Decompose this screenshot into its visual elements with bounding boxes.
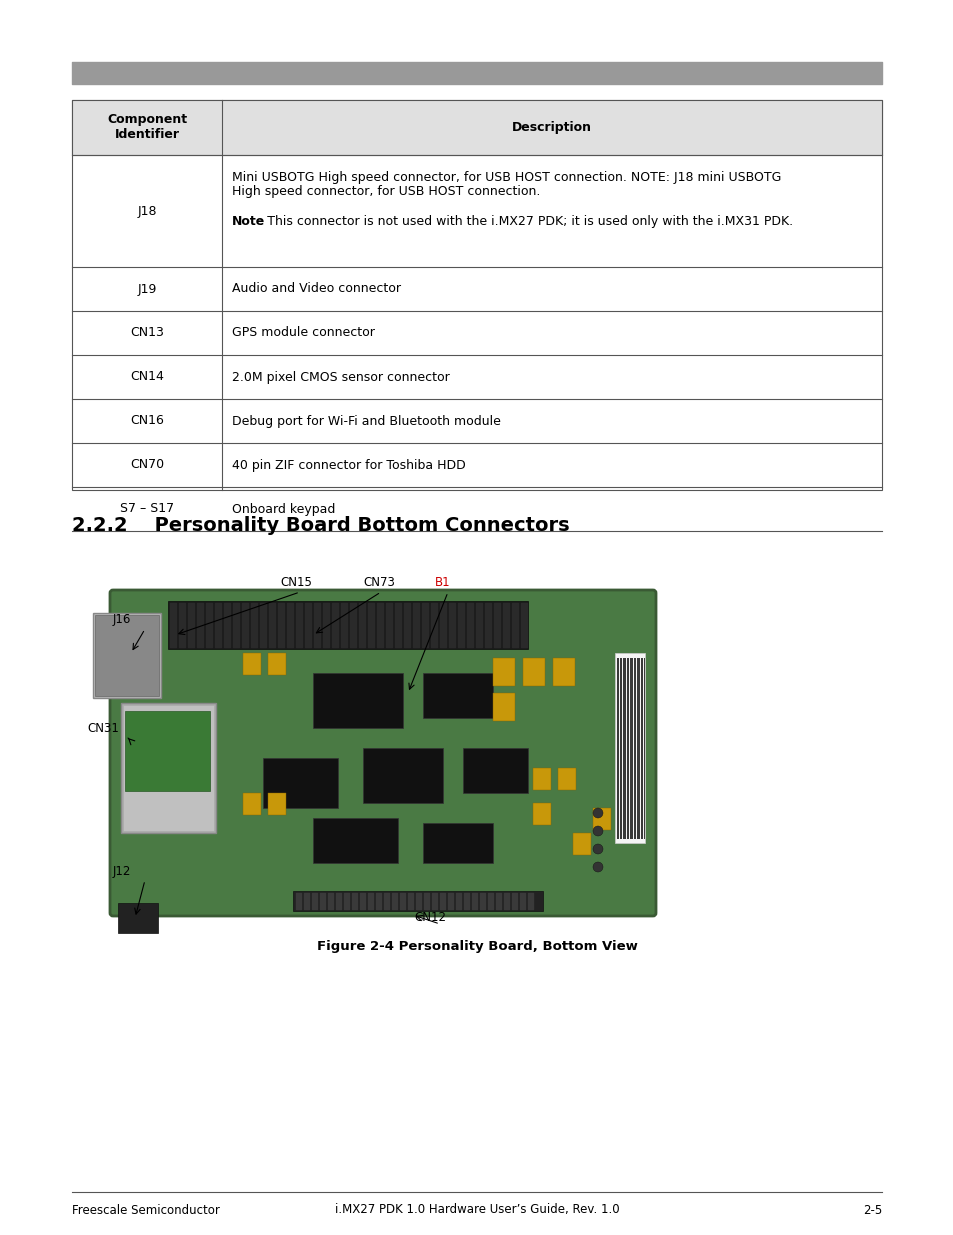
Bar [125,711,210,790]
Text: CN13: CN13 [130,326,164,340]
Text: Figure 2-4 Personality Board, Bottom View: Figure 2-4 Personality Board, Bottom Vie… [316,940,637,953]
Bar [92,613,161,698]
Bar [243,793,261,815]
Bar [95,615,159,697]
Circle shape [593,862,602,872]
Bar [313,673,402,727]
Bar [553,658,575,685]
Text: J19: J19 [137,283,156,295]
Text: GPS module connector: GPS module connector [232,326,375,340]
Bar [313,818,397,863]
Bar [118,903,158,932]
Text: Freescale Semiconductor: Freescale Semiconductor [71,1203,219,1216]
Text: CN12: CN12 [414,911,446,924]
Text: 2.2.2    Personality Board Bottom Connectors: 2.2.2 Personality Board Bottom Connector… [71,516,569,535]
Bar [493,693,515,721]
Text: J16: J16 [112,613,132,626]
Bar [168,601,527,650]
Text: 2-5: 2-5 [862,1203,882,1216]
Text: CN70: CN70 [130,458,164,472]
Bar [263,758,337,808]
Bar [268,793,286,815]
Text: High speed connector, for USB HOST connection.: High speed connector, for USB HOST conne… [232,185,539,198]
Bar [243,653,261,676]
Text: i.MX27 PDK 1.0 Hardware User’s Guide, Rev. 1.0: i.MX27 PDK 1.0 Hardware User’s Guide, Re… [335,1203,618,1216]
Text: 2.0M pixel CMOS sensor connector: 2.0M pixel CMOS sensor connector [232,370,449,384]
Text: B1: B1 [435,576,450,589]
Bar [533,768,551,790]
FancyBboxPatch shape [110,590,656,916]
Circle shape [593,844,602,853]
Circle shape [593,826,602,836]
Bar [422,823,493,863]
Text: Description: Description [512,121,592,135]
Bar [123,705,213,831]
Bar [615,653,644,844]
Text: S7 – S17: S7 – S17 [120,503,173,515]
Text: Mini USBOTG High speed connector, for USB HOST connection. NOTE: J18 mini USBOTG: Mini USBOTG High speed connector, for US… [232,170,781,184]
Bar [71,100,882,490]
Text: Audio and Video connector: Audio and Video connector [232,283,400,295]
Bar [558,768,576,790]
Text: J12: J12 [112,864,132,878]
Text: CN15: CN15 [280,576,312,589]
Bar [573,832,590,855]
Text: Onboard keypad: Onboard keypad [232,503,335,515]
Bar [293,890,542,911]
Text: CN73: CN73 [363,576,395,589]
Text: CN31: CN31 [87,722,119,735]
Text: Note: Note [232,215,265,228]
Bar [593,808,610,830]
Text: Debug port for Wi-Fi and Bluetooth module: Debug port for Wi-Fi and Bluetooth modul… [232,415,500,427]
Bar [533,803,551,825]
Text: : This connector is not used with the i.MX27 PDK; it is used only with the i.MX3: : This connector is not used with the i.… [258,215,792,228]
Text: 40 pin ZIF connector for Toshiba HDD: 40 pin ZIF connector for Toshiba HDD [232,458,465,472]
Text: Component
Identifier: Component Identifier [107,114,187,142]
Bar [121,703,215,832]
Bar [71,100,882,156]
Circle shape [593,808,602,818]
Bar [268,653,286,676]
Bar [493,658,515,685]
Bar [462,748,527,793]
Bar [522,658,544,685]
Bar [363,748,442,803]
Text: CN16: CN16 [130,415,164,427]
Bar [422,673,493,718]
Text: J18: J18 [137,205,156,217]
Text: CN14: CN14 [130,370,164,384]
